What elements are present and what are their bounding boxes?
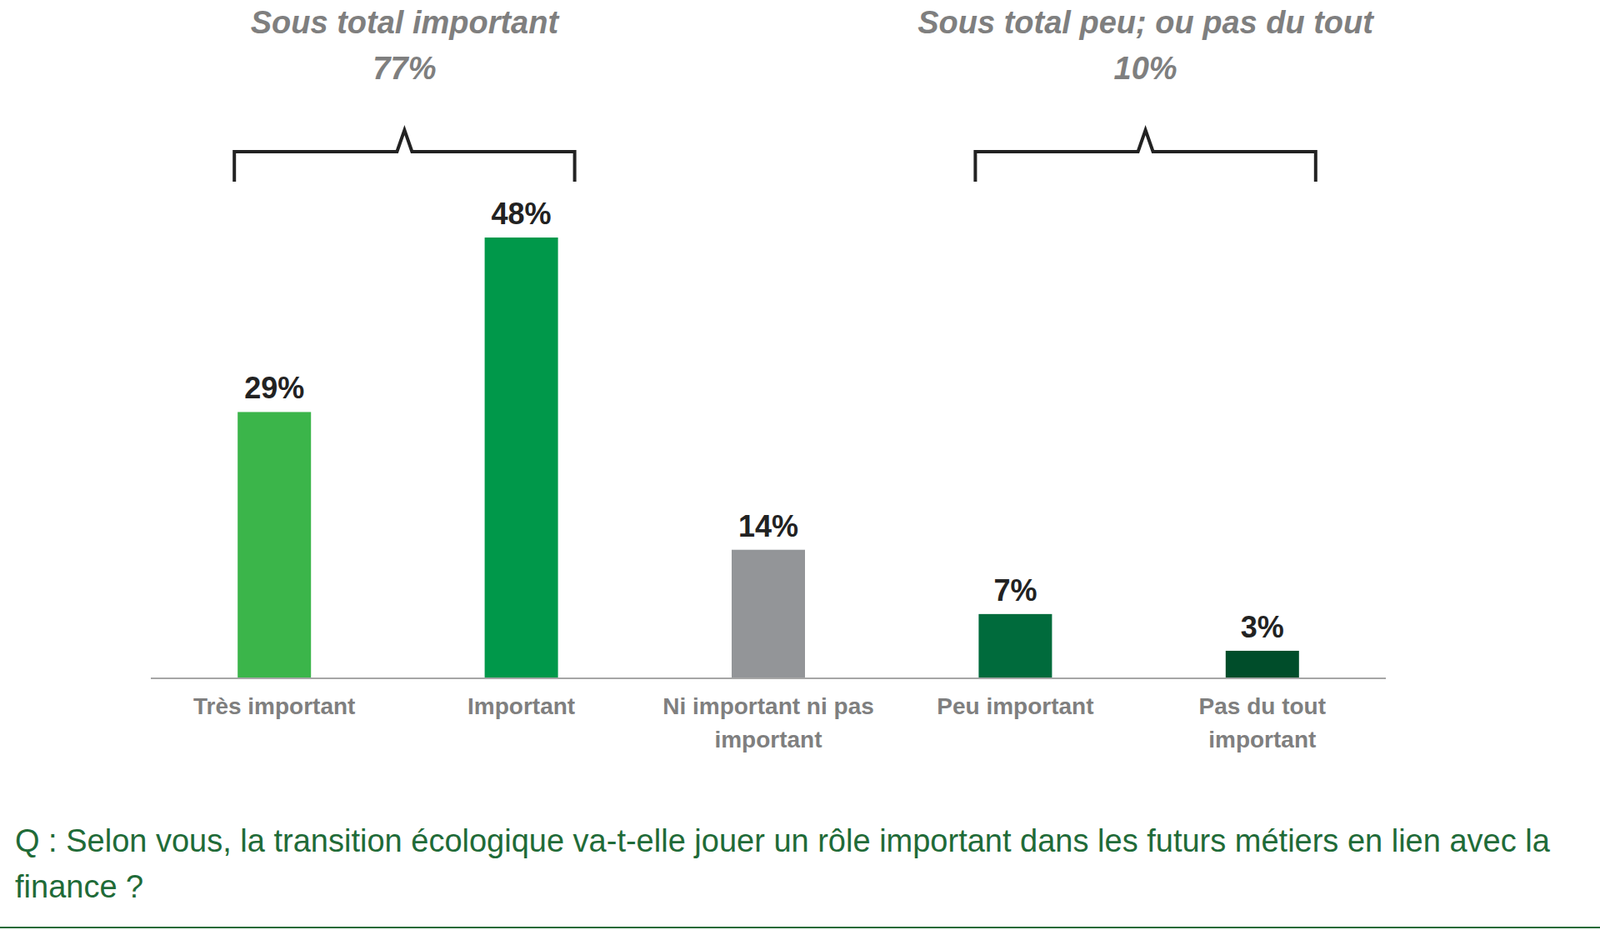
category-label: Peu important — [902, 690, 1128, 724]
category-label: Très important — [161, 690, 387, 724]
category-label: Important — [409, 690, 635, 724]
bottom-rule — [0, 926, 1600, 929]
bar — [1225, 650, 1300, 679]
data-label: 29% — [244, 370, 305, 405]
bracket — [234, 130, 575, 182]
category-label: Pas du tout important — [1150, 690, 1375, 757]
subtotal-value: 10% — [1114, 50, 1178, 86]
bracket — [975, 130, 1315, 182]
data-label: 48% — [491, 196, 552, 231]
subtotal-title: Sous total peu; ou pas du tout — [917, 5, 1375, 40]
question: Q : Selon vous, la transition écologique… — [15, 818, 1595, 910]
bar — [731, 550, 805, 679]
bar — [237, 411, 311, 679]
subtotal-title: Sous total important — [250, 5, 560, 40]
bars — [237, 237, 1300, 679]
subtotal-value: 77% — [372, 50, 436, 86]
chart: 29% 48% 14% 7% 3% Sous total important 77% Sous… — [0, 0, 1600, 930]
category-label: Ni important ni pas important — [655, 690, 881, 757]
x-axis-line — [150, 677, 1386, 680]
data-label: 3% — [1240, 610, 1285, 645]
bar — [485, 237, 559, 679]
data-label: 14% — [738, 509, 799, 544]
bar — [978, 614, 1052, 679]
data-label: 7% — [993, 573, 1037, 608]
